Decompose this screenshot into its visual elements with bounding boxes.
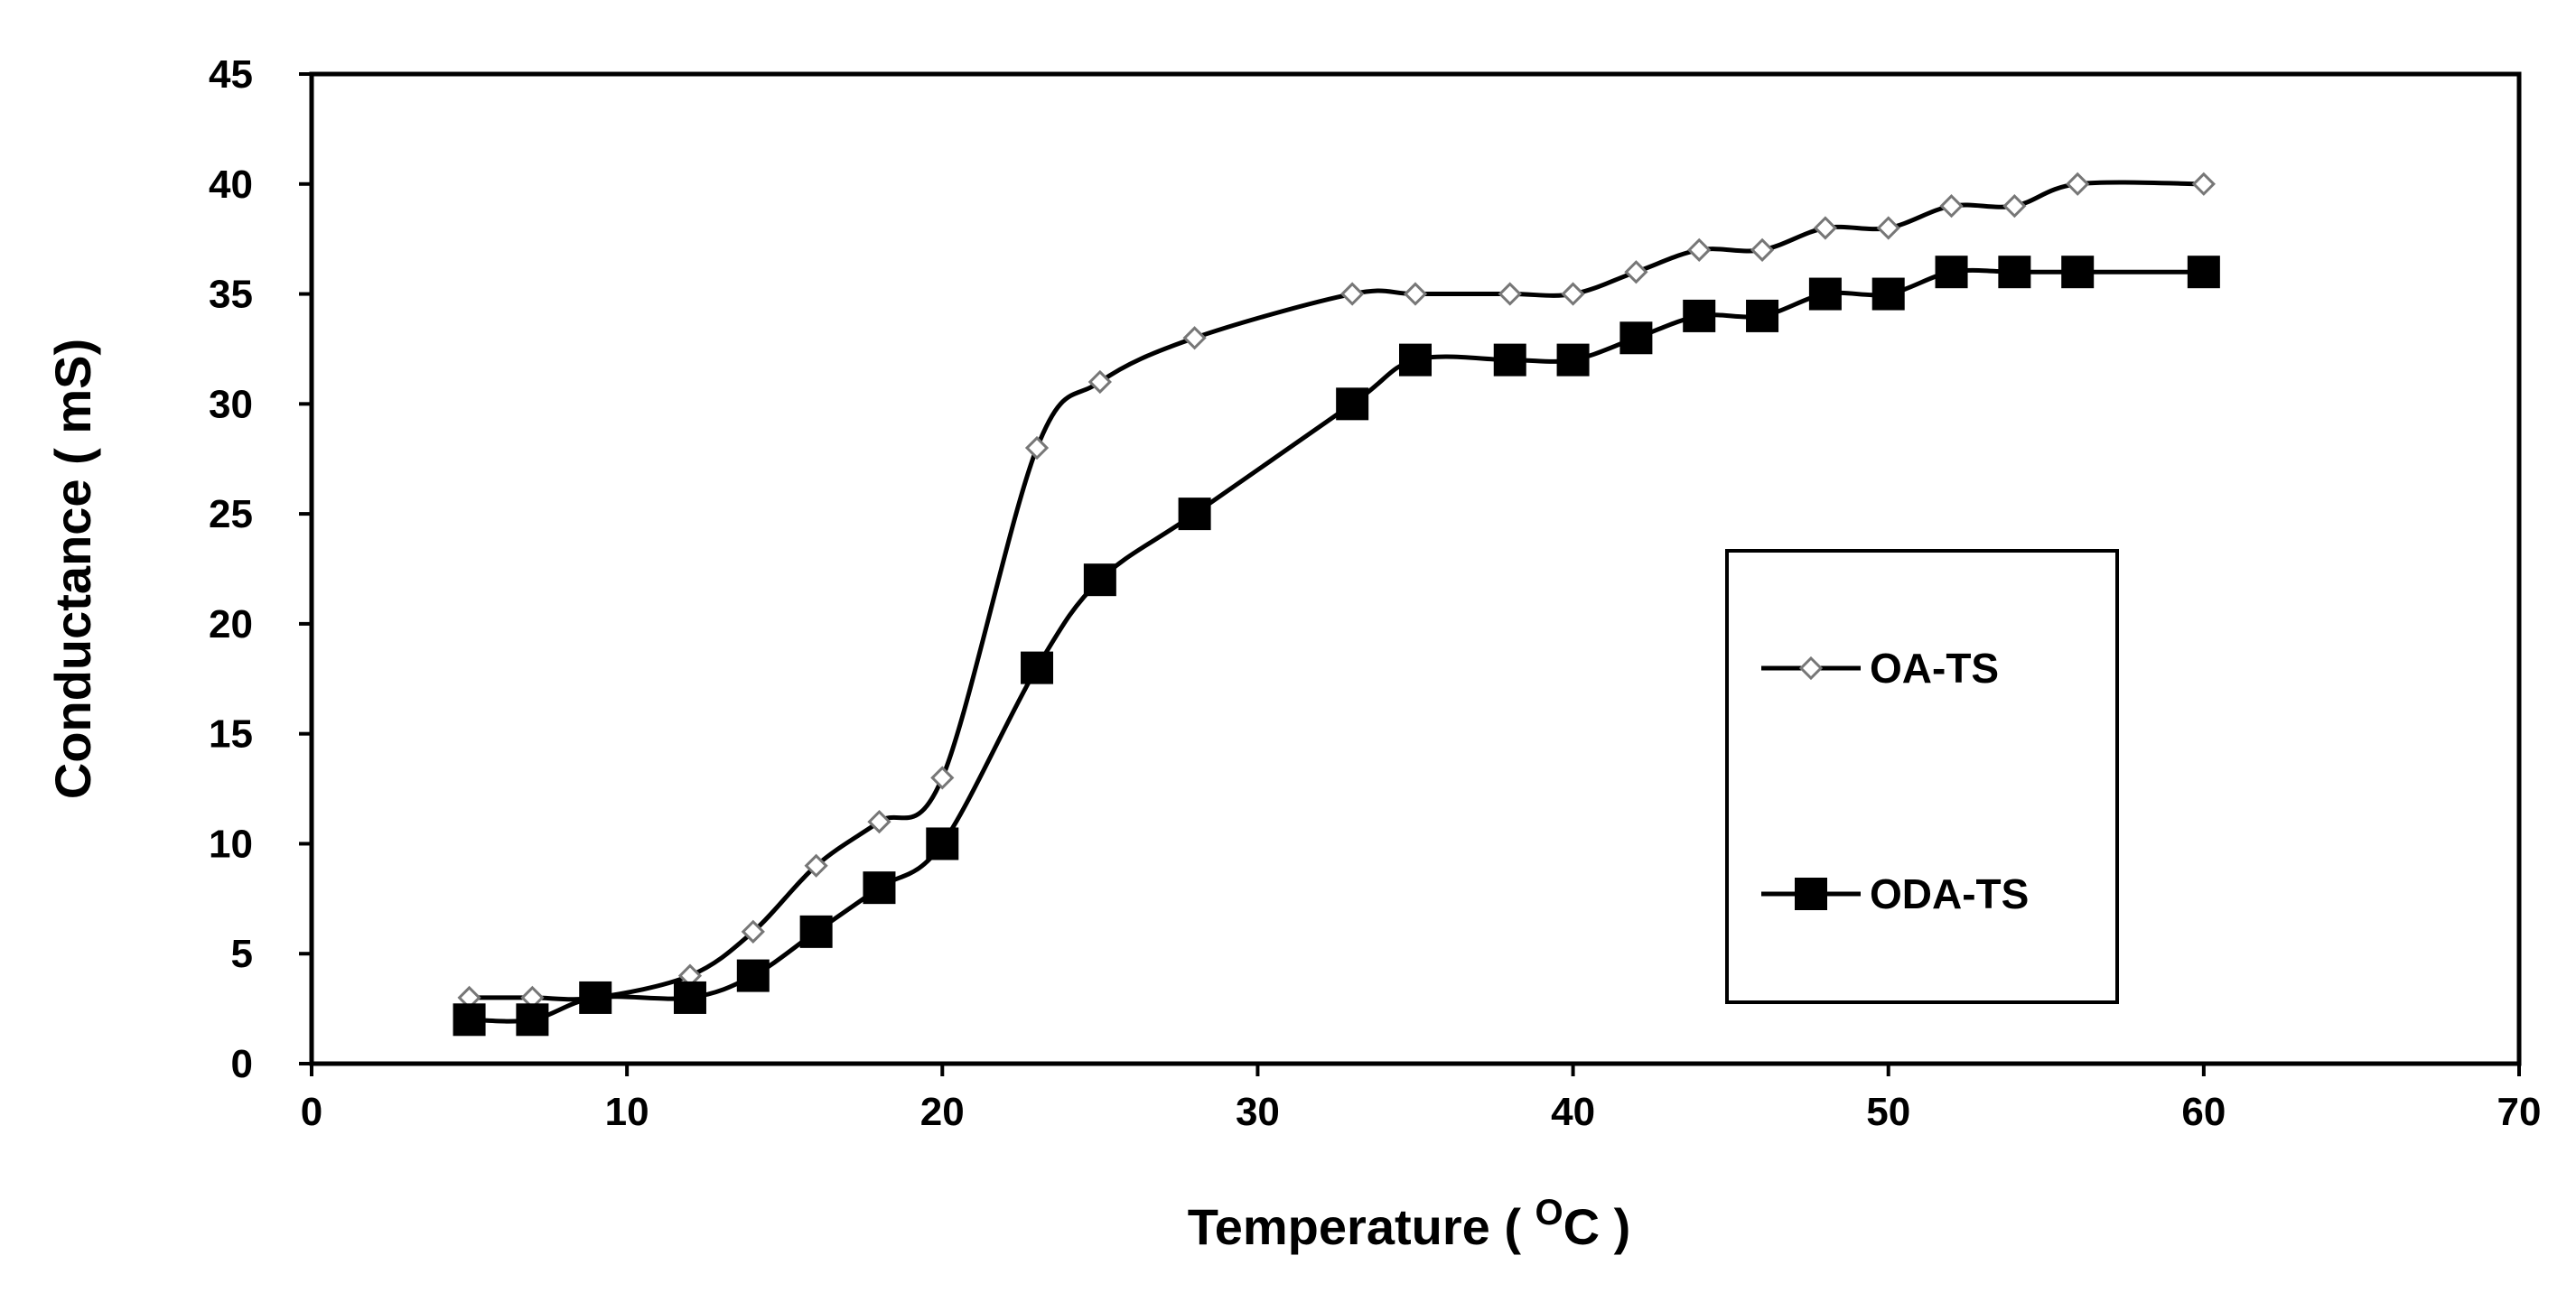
legend-marker (1798, 656, 1824, 681)
data-point-oda-ts (1746, 299, 1779, 332)
data-point-oa-ts (1876, 216, 1900, 240)
data-point-oa-ts (1939, 194, 1964, 219)
data-point-oda-ts (2187, 256, 2220, 289)
y-tick-label: 10 (209, 822, 253, 866)
series-layer (453, 172, 2220, 1037)
data-point-oda-ts (799, 915, 833, 948)
legend-label: ODA-TS (1870, 870, 2029, 917)
x-axis-ticks: 0 10 20 30 40 50 60 70 (301, 1064, 2542, 1134)
x-axis-title: Temperature ( OC ) (1188, 1193, 1631, 1255)
data-point-oa-ts (1624, 260, 1648, 284)
x-tick-label: 0 (301, 1090, 322, 1134)
x-tick-label: 70 (2497, 1090, 2542, 1134)
data-point-oda-ts (1083, 563, 1116, 597)
y-tick-label: 30 (209, 382, 253, 426)
data-point-oa-ts (1024, 435, 1050, 460)
y-tick-label: 20 (209, 602, 253, 646)
legend: OA-TS ODA-TS (1725, 549, 2119, 1004)
plot-frame (309, 71, 2522, 1066)
data-point-oda-ts (926, 827, 959, 860)
y-tick-label: 0 (231, 1042, 253, 1086)
data-point-oa-ts (1340, 282, 1365, 306)
y-tick-label: 40 (209, 163, 253, 207)
legend-marker (1795, 878, 1827, 910)
data-point-oda-ts (2061, 256, 2095, 289)
data-point-oa-ts (1750, 237, 1775, 262)
y-axis-ticks: 0 5 10 15 20 25 30 35 40 45 (209, 52, 312, 1086)
data-point-oa-ts (1687, 237, 1712, 262)
y-tick-label: 15 (209, 712, 253, 757)
x-tick-label: 20 (920, 1090, 965, 1134)
data-point-oda-ts (1399, 343, 1432, 377)
data-point-oda-ts (516, 1003, 549, 1037)
series-oda-ts (453, 256, 2220, 1037)
data-point-oda-ts (1619, 321, 1653, 355)
data-point-oa-ts (1403, 282, 1428, 306)
data-point-oda-ts (1178, 498, 1211, 531)
y-tick-label: 45 (209, 52, 253, 97)
x-tick-label: 10 (605, 1090, 649, 1134)
data-point-oa-ts (867, 809, 891, 834)
legend-label: OA-TS (1870, 645, 1999, 692)
data-point-oda-ts (1336, 387, 1369, 421)
data-point-oda-ts (1493, 343, 1526, 377)
data-point-oa-ts (2002, 194, 2027, 219)
y-tick-label: 25 (209, 492, 253, 536)
data-point-oda-ts (863, 871, 896, 905)
x-axis-title-sup: O (1535, 1193, 1563, 1233)
y-tick-label: 5 (231, 932, 253, 976)
data-point-oa-ts (804, 853, 828, 878)
data-point-oda-ts (1808, 277, 1842, 311)
data-point-oa-ts (1498, 282, 1522, 306)
x-axis-title-text: Temperature ( (1188, 1198, 1535, 1255)
data-point-oa-ts (1561, 282, 1585, 306)
x-tick-label: 30 (1236, 1090, 1280, 1134)
data-point-oa-ts (930, 766, 955, 790)
x-tick-label: 50 (1866, 1090, 1910, 1134)
y-axis-title: Conductance ( mS) (44, 339, 101, 799)
data-point-oa-ts (1182, 326, 1207, 350)
data-point-oda-ts (1556, 343, 1590, 377)
data-point-oa-ts (2191, 172, 2216, 196)
x-tick-label: 40 (1551, 1090, 1595, 1134)
data-point-oda-ts (1021, 651, 1054, 684)
y-tick-label: 35 (209, 273, 253, 317)
data-point-oda-ts (1871, 277, 1905, 311)
data-point-oa-ts (1813, 216, 1838, 240)
x-tick-label: 60 (2181, 1090, 2226, 1134)
data-point-oda-ts (1935, 256, 1968, 289)
data-point-oa-ts (2066, 172, 2090, 196)
data-point-oda-ts (736, 959, 770, 992)
data-point-oda-ts (453, 1003, 486, 1037)
data-point-oda-ts (579, 981, 612, 1014)
x-axis-title-unit: C ) (1563, 1198, 1631, 1255)
data-point-oa-ts (1087, 369, 1112, 395)
legend-box (1725, 549, 2119, 1004)
data-point-oa-ts (741, 919, 765, 944)
data-point-oda-ts (1998, 256, 2031, 289)
data-point-oda-ts (673, 981, 706, 1014)
data-point-oda-ts (1683, 299, 1716, 332)
